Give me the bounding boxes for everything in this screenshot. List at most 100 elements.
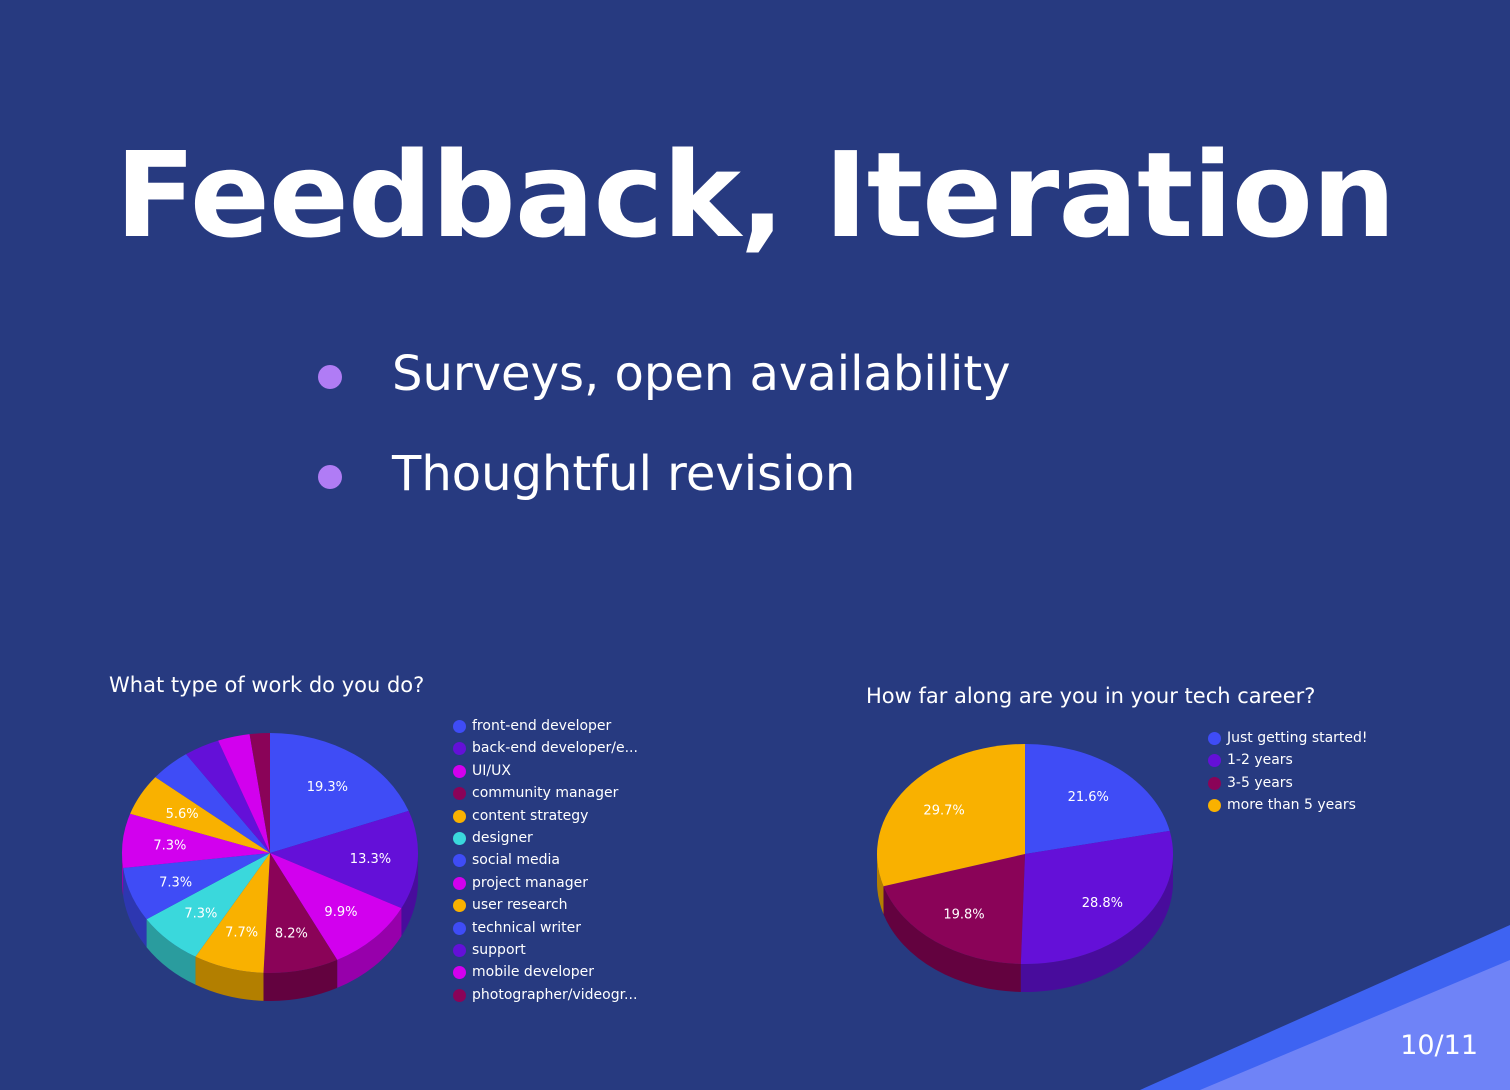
- legend-swatch-icon: [453, 943, 466, 957]
- chart1-slice: [218, 734, 270, 853]
- chart1-legend-label: project manager: [472, 874, 588, 891]
- chart2-slice: [877, 744, 1025, 887]
- chart1-slice: [186, 740, 270, 853]
- chart1-slice-side: [401, 853, 418, 937]
- chart2-slice-side: [1020, 854, 1173, 992]
- chart1-slice: [122, 813, 270, 869]
- chart2-data-label: 21.6%: [1068, 790, 1109, 805]
- chart1-slice: [195, 853, 270, 973]
- chart2-legend-item: 1-2 years: [1208, 749, 1368, 771]
- chart1-legend-label: support: [472, 941, 526, 958]
- chart2-data-label: 29.7%: [923, 804, 964, 819]
- chart1-legend-item: front-end developer: [453, 715, 638, 737]
- chart2-legend-item: 3-5 years: [1208, 772, 1368, 794]
- chart2-slice: [1020, 830, 1173, 964]
- chart1-legend-item: back-end developer/e...: [453, 737, 638, 759]
- bullet-dot-icon: [318, 465, 342, 489]
- legend-swatch-icon: [453, 854, 466, 868]
- legend-swatch-icon: [453, 831, 466, 845]
- legend-swatch-icon: [453, 809, 466, 823]
- chart2-pie: 21.6% 28.8% 19.8% 29.7%: [877, 744, 1173, 992]
- chart1-slice-side: [195, 956, 264, 1001]
- chart1-data-label: 7.3%: [153, 839, 186, 854]
- chart2-slice-side: [883, 886, 1021, 992]
- legend-swatch-icon: [453, 720, 466, 733]
- chart1-legend-label: mobile developer: [472, 964, 595, 981]
- chart2-title: How far along are you in your tech caree…: [866, 684, 1316, 708]
- chart1-slice: [155, 754, 270, 853]
- chart1-slice: [146, 853, 270, 957]
- chart1-slice-side: [337, 908, 402, 988]
- legend-swatch-icon: [1208, 799, 1221, 813]
- chart1-data-label: 13.3%: [350, 852, 391, 867]
- legend-swatch-icon: [453, 787, 466, 801]
- chart1-slice-side: [122, 853, 124, 897]
- page-number: 10/11: [1400, 1030, 1478, 1061]
- chart1-legend-label: content strategy: [472, 807, 589, 824]
- chart1-legend-label: community manager: [472, 785, 619, 802]
- chart1-legend-item: community manager: [453, 782, 638, 804]
- corner-accent-front: [1200, 960, 1510, 1090]
- bullet-item: Thoughtful revision: [318, 442, 1011, 506]
- chart2-slice: [883, 854, 1025, 964]
- legend-swatch-icon: [453, 876, 466, 890]
- chart1-slice-side: [146, 919, 196, 985]
- chart1-data-label: 9.9%: [324, 905, 357, 920]
- chart1-legend-label: user research: [472, 897, 568, 914]
- legend-swatch-icon: [1208, 732, 1221, 745]
- bullet-item: Surveys, open availability: [318, 342, 1011, 406]
- chart2-legend-item: more than 5 years: [1208, 794, 1368, 816]
- legend-swatch-icon: [453, 921, 466, 935]
- chart1-legend-item: project manager: [453, 872, 638, 894]
- chart1-legend-item: designer: [453, 827, 638, 849]
- chart1-legend-item: mobile developer: [453, 961, 638, 983]
- chart1-legend-item: user research: [453, 894, 638, 916]
- bullet-text: Surveys, open availability: [392, 346, 1011, 402]
- legend-swatch-icon: [1208, 754, 1221, 768]
- chart1-legend-item: content strategy: [453, 805, 638, 827]
- chart1-data-label: 7.7%: [225, 925, 258, 940]
- chart2-legend-label: more than 5 years: [1227, 797, 1356, 814]
- chart2-data-label: 19.8%: [943, 908, 984, 923]
- chart1-data-label: 8.2%: [275, 927, 308, 942]
- chart1-slice: [123, 853, 270, 920]
- chart1-slice: [249, 733, 270, 853]
- chart1-legend-label: technical writer: [472, 919, 582, 936]
- chart1-legend-label: photographer/videogr...: [472, 986, 638, 1003]
- chart1-legend: front-end developer back-end developer/e.…: [453, 715, 638, 1006]
- chart1-slice: [270, 853, 402, 960]
- chart1-data-label: 7.3%: [159, 875, 192, 890]
- chart1-slice: [270, 810, 418, 909]
- legend-swatch-icon: [453, 764, 466, 778]
- chart2-slice: [1025, 744, 1170, 854]
- legend-swatch-icon: [453, 899, 466, 913]
- bullet-dot-icon: [318, 365, 342, 389]
- chart1-legend-item: technical writer: [453, 917, 638, 939]
- legend-swatch-icon: [453, 742, 466, 756]
- chart2-legend-label: 1-2 years: [1227, 752, 1293, 769]
- legend-swatch-icon: [453, 966, 466, 980]
- chart1-legend-item: social media: [453, 849, 638, 871]
- chart1-legend-item: support: [453, 939, 638, 961]
- chart1-data-label: 19.3%: [307, 780, 348, 795]
- chart1-slice-side: [263, 959, 338, 1001]
- chart2-legend-label: Just getting started!: [1227, 730, 1368, 746]
- chart1-legend-label: front-end developer: [472, 718, 612, 734]
- chart1-pie: 19.3% 13.3% 9.9% 8.2% 7.7% 7.3% 7.3% 7.3% 5.6%: [122, 733, 418, 1001]
- chart2-legend-label: 3-5 years: [1227, 774, 1293, 791]
- legend-swatch-icon: [453, 988, 466, 1002]
- chart2-slice-side: [877, 854, 884, 915]
- chart1-legend-label: social media: [472, 852, 560, 869]
- bullet-text: Thoughtful revision: [392, 446, 856, 502]
- chart1-legend-label: UI/UX: [472, 762, 511, 779]
- chart1-slice: [263, 853, 338, 973]
- chart1-slice: [130, 777, 270, 853]
- chart1-legend-label: designer: [472, 829, 533, 846]
- chart2-legend: Just getting started! 1-2 years 3-5 years m…: [1208, 727, 1368, 817]
- chart1-data-label: 5.6%: [166, 807, 199, 822]
- legend-swatch-icon: [1208, 776, 1221, 790]
- chart1-slice-side: [123, 868, 147, 948]
- chart2-legend-item: Just getting started!: [1208, 727, 1368, 749]
